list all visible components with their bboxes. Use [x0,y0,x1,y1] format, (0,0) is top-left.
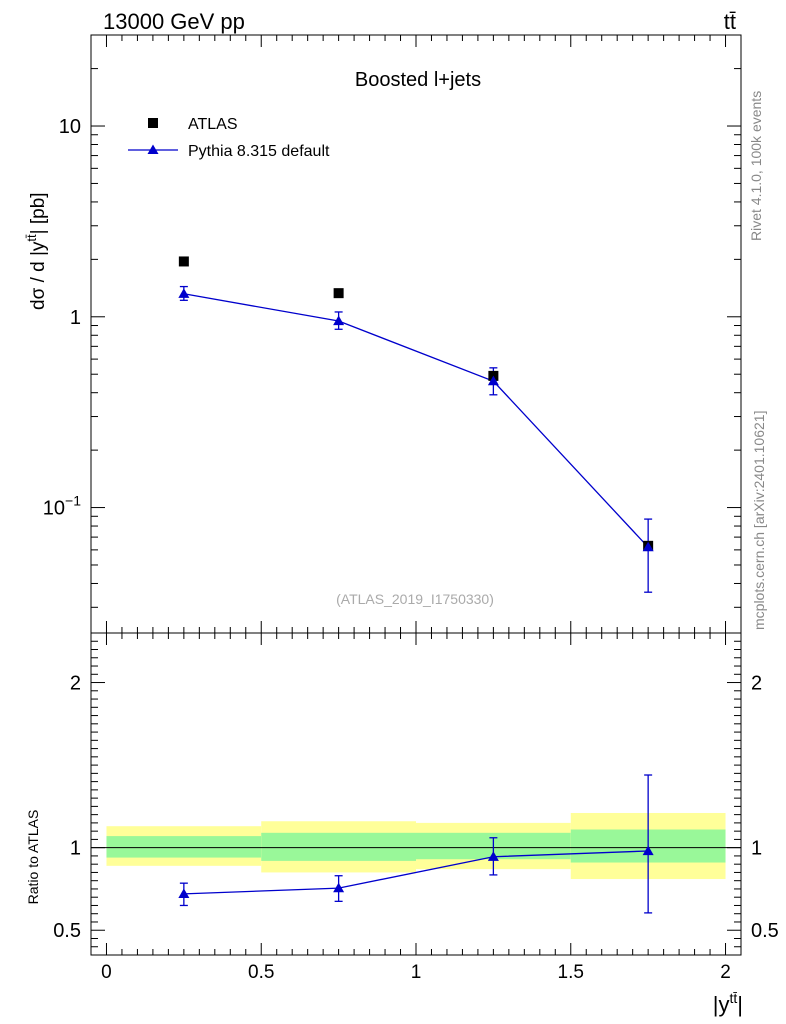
ratio-y-tick-label-right-1: 1 [751,838,762,860]
header-process-label: tt̄ [724,9,736,34]
x-tick-label-4: 2 [720,962,731,983]
ratio-point-3 [642,845,654,856]
ratio-series-line [183,850,649,895]
ratio-panel-frame [90,632,742,956]
legend-atlas-label: ATLAS [188,116,238,133]
header-energy-label: 13000 GeV pp [103,9,245,34]
main-y-tick-label-1: 1 [70,307,81,329]
ratio-y-tick-label-left-0: 0.5 [53,920,81,942]
main-y-tick-label-2: 10 [59,116,81,138]
ratio-y-tick-label-left-1: 1 [70,838,81,860]
pythia-point-1 [333,315,345,326]
legend: ATLAS Pythia 8.315 default [128,116,330,160]
legend-atlas-marker [148,118,158,128]
source-label: mcplots.cern.ch [arXiv:2401.10621] [751,411,767,630]
atlas-point-1 [333,288,344,299]
pythia-point-3 [642,541,654,552]
pythia-point-0 [178,288,190,298]
ratio-point-0 [178,888,190,899]
pythia-point-2 [487,375,499,386]
ratio-y-axis-label: Ratio to ATLAS [25,810,41,905]
ratio-point-2 [487,851,499,861]
ratio-y-tick-label-right-0: 0.5 [751,920,779,942]
main-y-tick-label-0: 10−1 [43,493,81,520]
ratio-point-1 [333,882,345,893]
ratio-y-tick-label-left-2: 2 [70,673,81,695]
rivet-version-label: Rivet 4.1.0, 100k events [748,91,764,241]
plot-title: Boosted l+jets [355,69,481,91]
pythia-series-line [183,293,649,548]
ratio-band-inner-0 [106,836,262,858]
atlas-point-0 [178,256,189,267]
x-axis-label: |ytt̄| [713,990,743,1017]
ratio-y-tick-label-right-2: 2 [751,673,762,695]
ratio-band-inner-1 [261,832,416,861]
analysis-label: (ATLAS_2019_I1750330) [336,591,494,607]
x-tick-label-3: 1.5 [558,962,584,983]
main-y-axis-label: dσ / d |ytt̄| [pb] [24,192,49,310]
x-tick-label-1: 0.5 [248,962,274,983]
x-tick-label-2: 1 [411,962,422,983]
x-tick-label-0: 0 [101,962,112,983]
legend-pythia-label: Pythia 8.315 default [188,143,330,160]
legend-pythia-marker [147,144,159,154]
